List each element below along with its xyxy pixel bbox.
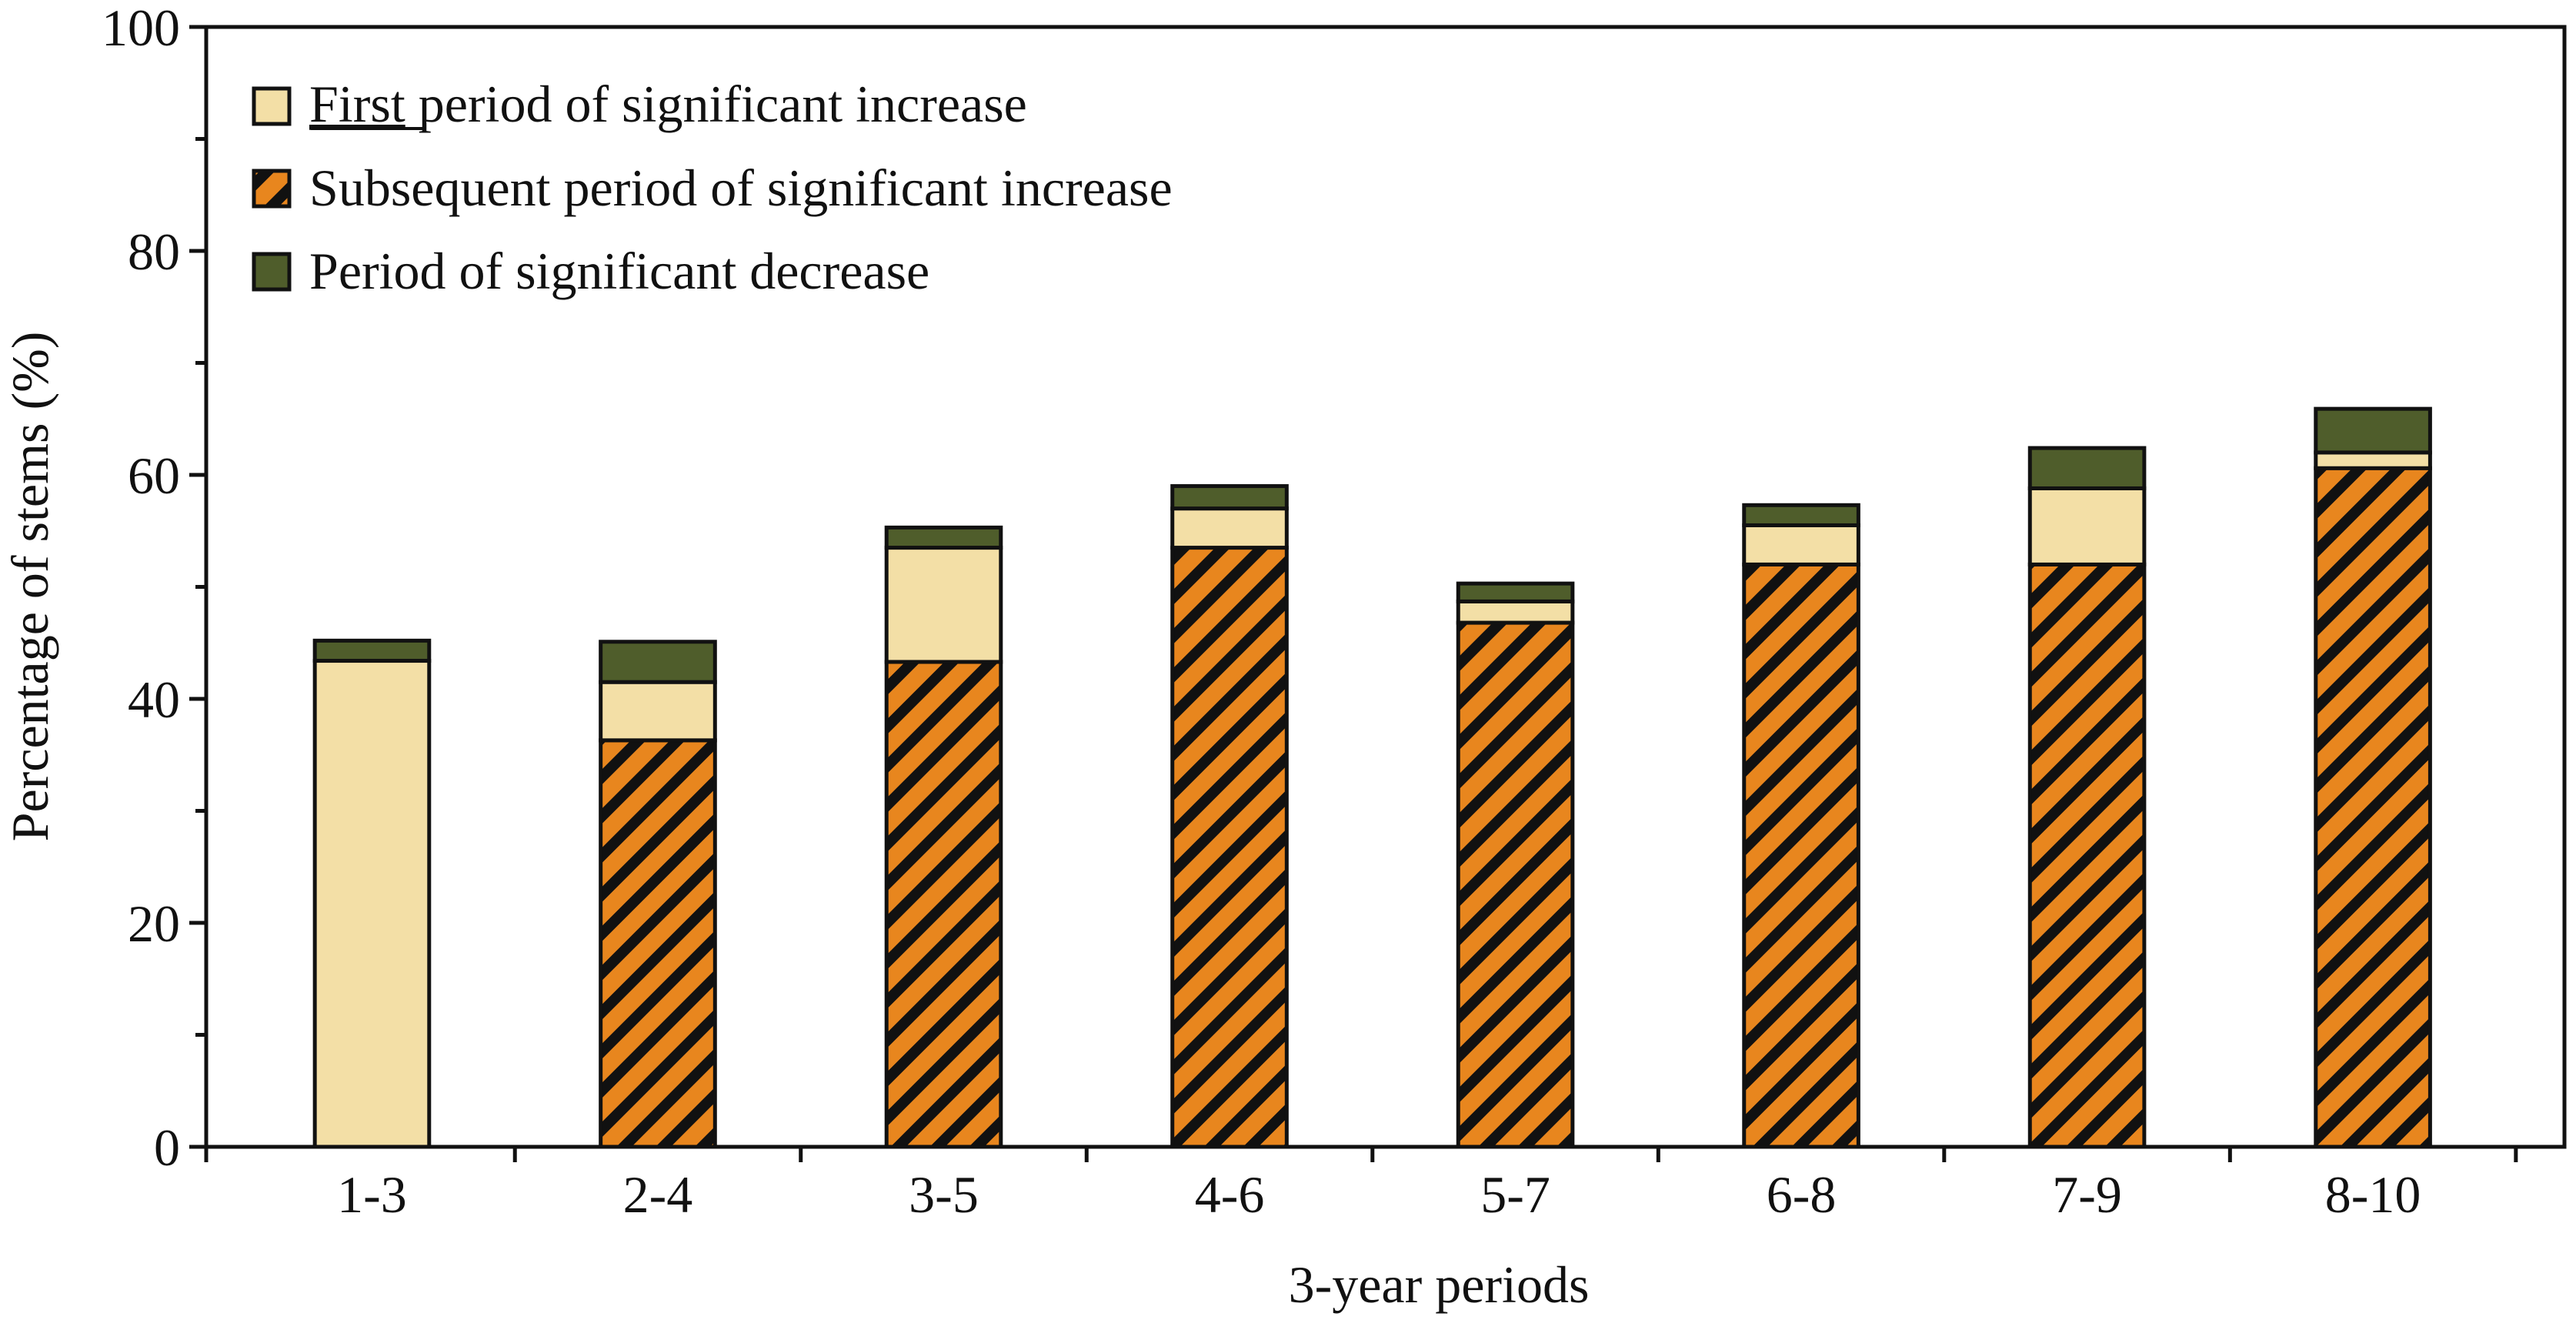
x-axis: 1-3 2-4 3-5 4-6 5-7 6-8 7-9 8-10 [204,1147,2518,1224]
bar-segment-first-increase [1456,599,1575,625]
bar-segment-subsequent-increase [599,738,717,1149]
bar-segment-decrease [1170,484,1289,511]
bar-stack [1170,484,1289,1149]
bar-segment-first-increase [1170,506,1289,550]
bar-segment-first-increase [2027,486,2147,566]
x-tick-label: 6-8 [1767,1165,1837,1224]
x-tick-label: 4-6 [1195,1165,1265,1224]
bar-segment-decrease [1742,503,1860,527]
y-tick-label: 100 [102,0,180,57]
legend-underline-first [311,127,426,130]
legend-item-first-increase: First period of significant increase [252,75,1027,133]
bar-stack [884,525,1003,1149]
bar-segment-first-increase [312,659,432,1149]
legend-label-first-rest: period of significant increase [405,75,1027,133]
x-tick-label: 8-10 [2325,1165,2421,1224]
bar-segment-subsequent-increase [2314,466,2432,1149]
y-axis-label: Percentage of stems (%) [1,332,59,842]
bar-segment-subsequent-increase [1170,546,1289,1149]
y-tick-label: 60 [128,446,180,505]
bar-segment-first-increase [884,546,1003,664]
bar-segment-first-increase [2314,450,2432,470]
y-tick-label: 40 [128,670,180,729]
bar-segment-decrease [312,638,432,663]
x-tick-label: 2-4 [623,1165,693,1224]
x-axis-label: 3-year periods [1289,1255,1590,1314]
legend-swatch-first-increase [252,86,292,126]
x-tick-label: 5-7 [1480,1165,1550,1224]
bar-segment-subsequent-increase [1742,562,1860,1149]
x-tick-label: 3-5 [909,1165,979,1224]
y-tick-label: 0 [154,1118,180,1177]
legend-label-first-increase: First period of significant increase [309,75,1027,133]
legend-label-first-word: First [309,75,405,133]
legend-label-decrease: Period of significant decrease [309,242,929,300]
bar-segment-decrease [1456,581,1575,603]
bar-segment-first-increase [1742,523,1860,566]
legend-item-subsequent-increase: Subsequent period of significant increas… [252,159,1173,217]
x-tick-label: 1-3 [337,1165,407,1224]
bar-segment-decrease [884,525,1003,550]
y-axis: 0 20 40 60 80 100 [102,0,206,1177]
legend-swatch-subsequent-increase [252,169,292,209]
bars-group [312,406,2432,1149]
y-tick-label: 20 [128,894,180,953]
bar-stack [599,640,717,1149]
legend-label-subsequent-increase: Subsequent period of significant increas… [309,159,1173,217]
legend-swatch-decrease [252,252,292,292]
x-tick-label: 7-9 [2052,1165,2122,1224]
bar-stack [1742,503,1860,1149]
bar-stack [312,638,432,1149]
legend-item-decrease: Period of significant decrease [252,242,929,300]
bar-segment-decrease [599,640,717,684]
bar-stack [2314,406,2432,1149]
bar-stack [2027,446,2147,1149]
bar-segment-subsequent-increase [1456,620,1575,1149]
bar-segment-decrease [2314,406,2432,455]
bar-segment-decrease [2027,446,2147,490]
bar-segment-subsequent-increase [2027,562,2147,1149]
bar-segment-subsequent-increase [884,660,1003,1149]
y-tick-label: 80 [128,222,180,281]
bar-segment-first-increase [599,680,717,743]
legend: First period of significant increase Sub… [252,75,1173,300]
bar-stack [1456,581,1575,1149]
